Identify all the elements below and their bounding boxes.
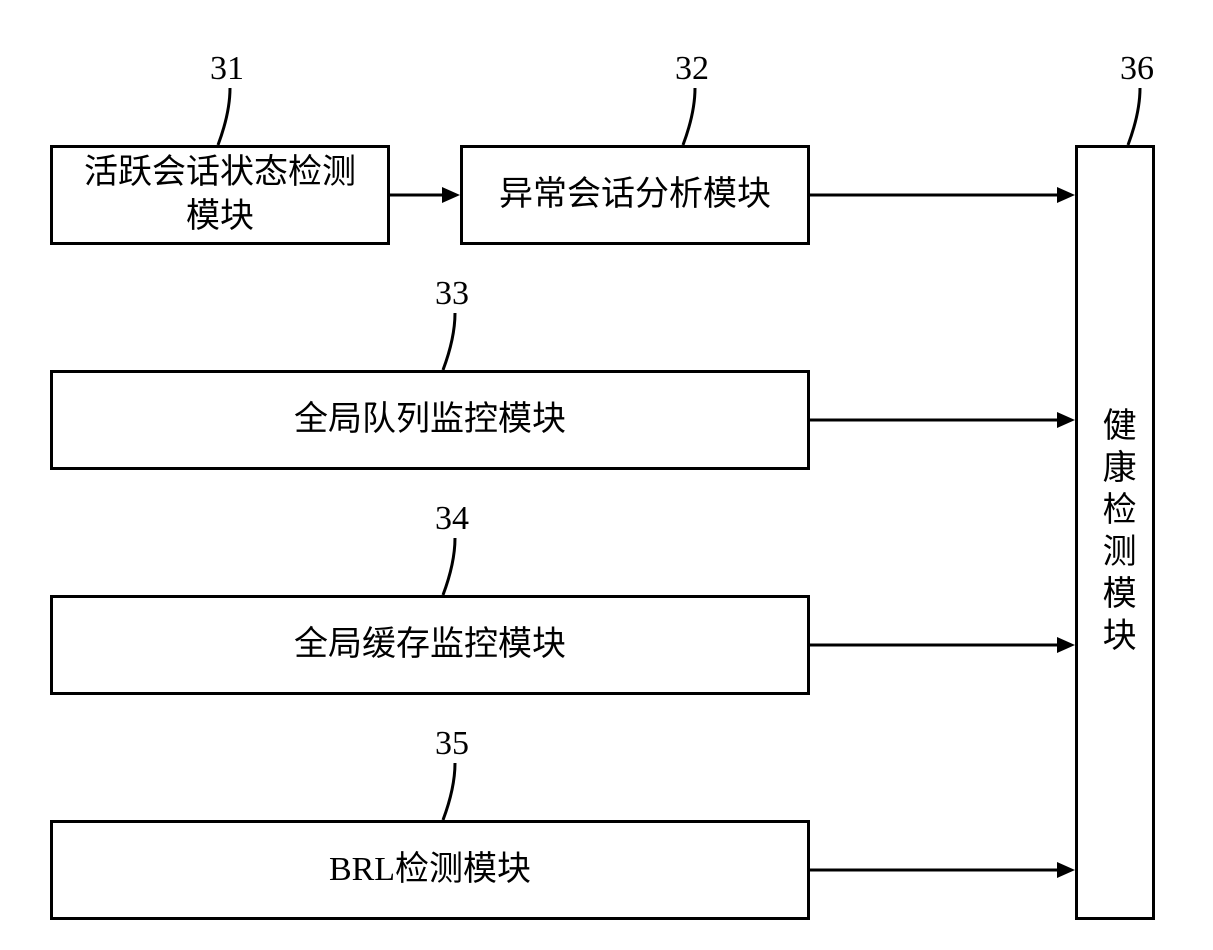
leader-34 — [443, 538, 483, 595]
leader-35 — [443, 763, 483, 820]
box-active-session-detect: 活跃会话状态检测 模块 — [50, 145, 390, 245]
box-health-detect: 健康检测模块 — [1075, 145, 1155, 920]
box-global-queue-monitor: 全局队列监控模块 — [50, 370, 810, 470]
box-global-cache-monitor: 全局缓存监控模块 — [50, 595, 810, 695]
arrow-35-to-36 — [810, 860, 1075, 880]
label-31: 31 — [210, 50, 244, 88]
box-abnormal-session-analysis: 异常会话分析模块 — [460, 145, 810, 245]
arrow-32-to-36 — [810, 185, 1075, 205]
block-diagram: 31 32 33 34 35 36 活跃会话状态检测 模块 异常会话分析模块 全… — [50, 50, 1180, 910]
label-35: 35 — [435, 725, 469, 763]
leader-31 — [218, 88, 258, 145]
box-33-text: 全局队列监控模块 — [294, 398, 566, 442]
box-brl-detect: BRL检测模块 — [50, 820, 810, 920]
label-32: 32 — [675, 50, 709, 88]
leader-33 — [443, 313, 483, 370]
box-34-text: 全局缓存监控模块 — [294, 623, 566, 667]
label-36: 36 — [1120, 50, 1154, 88]
leader-32 — [683, 88, 723, 145]
box-35-text: BRL检测模块 — [329, 848, 531, 892]
label-33: 33 — [435, 275, 469, 313]
leader-36 — [1128, 88, 1168, 145]
box-32-text: 异常会话分析模块 — [499, 173, 771, 217]
box-36-text: 健康检测模块 — [1093, 407, 1137, 659]
arrow-33-to-36 — [810, 410, 1075, 430]
label-34: 34 — [435, 500, 469, 538]
arrow-34-to-36 — [810, 635, 1075, 655]
arrow-31-to-32 — [390, 185, 460, 205]
box-31-text: 活跃会话状态检测 模块 — [84, 151, 356, 239]
